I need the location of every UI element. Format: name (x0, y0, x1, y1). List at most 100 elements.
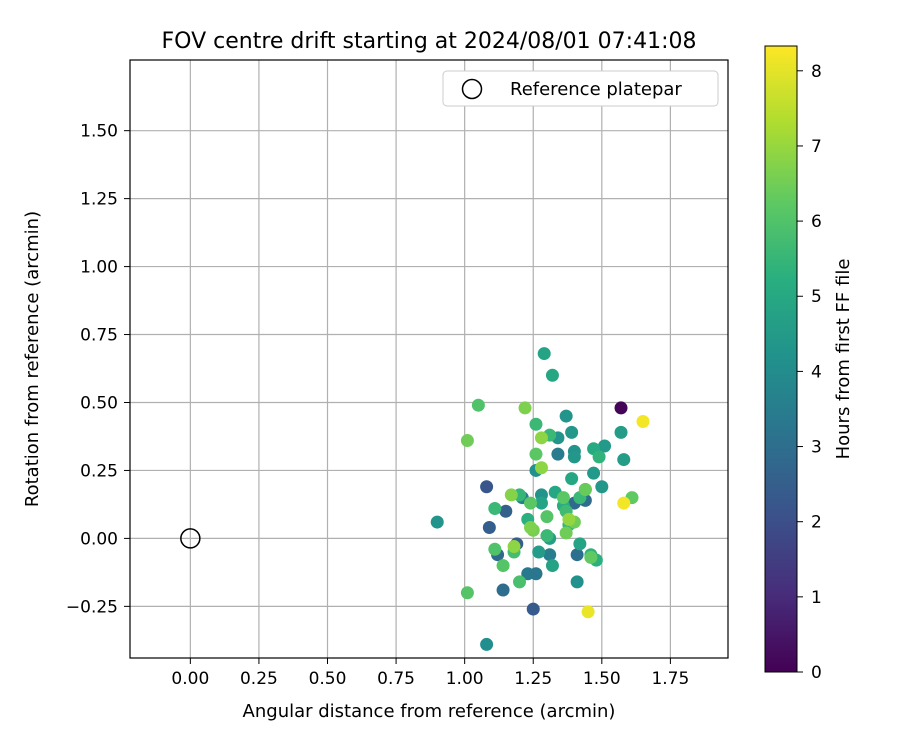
data-point (480, 637, 494, 651)
colorbar-gradient (764, 45, 798, 673)
data-point (614, 425, 628, 439)
data-point (518, 401, 532, 415)
data-point (592, 450, 606, 464)
legend-label: Reference platepar (510, 79, 682, 100)
colorbar-tick-label: 1 (811, 588, 822, 608)
data-point (556, 491, 570, 505)
grid (130, 60, 728, 658)
colorbar-tick-label: 6 (811, 212, 822, 232)
x-tick-label: 0.75 (377, 669, 415, 689)
data-point (480, 480, 494, 494)
data-point (570, 548, 584, 562)
data-point (488, 502, 502, 515)
data-point (559, 526, 573, 540)
data-point (504, 488, 518, 502)
x-axis-ticks: 0.00 0.25 0.50 0.75 1.00 1.25 1.50 1.75 (171, 658, 689, 689)
data-point (482, 521, 496, 535)
data-point (581, 605, 595, 619)
colorbar-ticks: 0 1 2 3 4 5 6 7 8 (797, 62, 822, 683)
data-point (573, 537, 587, 551)
colorbar-tick-label: 7 (811, 137, 822, 157)
reference-marker-group (180, 528, 201, 549)
data-point (567, 450, 581, 464)
y-tick-label: 0.25 (80, 461, 118, 481)
data-point (540, 510, 554, 524)
chart-title: FOV centre drift starting at 2024/08/01 … (162, 29, 697, 54)
y-axis-ticks: −0.25 0.00 0.25 0.50 0.75 1.00 1.25 1.50 (66, 122, 130, 617)
data-point (614, 401, 628, 415)
data-point (529, 447, 543, 461)
colorbar-tick-label: 3 (811, 438, 822, 458)
data-point (496, 559, 510, 573)
x-tick-label: 0.50 (309, 669, 347, 689)
x-tick-label: 1.75 (651, 669, 689, 689)
data-point (430, 515, 444, 529)
data-point (460, 586, 474, 600)
data-point (507, 540, 521, 554)
data-point (532, 545, 546, 559)
x-tick-label: 1.00 (446, 669, 484, 689)
data-point (565, 472, 579, 486)
data-point (595, 480, 609, 494)
colorbar-tick-label: 2 (811, 513, 822, 533)
data-point (523, 496, 537, 510)
y-tick-label: 0.00 (80, 529, 118, 549)
colorbar-tick-label: 4 (811, 362, 822, 382)
data-point (529, 567, 543, 581)
data-point (587, 466, 601, 480)
x-tick-label: 1.50 (583, 669, 621, 689)
legend-marker-icon (461, 78, 483, 100)
data-point (460, 434, 474, 448)
data-point (496, 583, 510, 597)
x-tick-label: 0.00 (171, 669, 209, 689)
data-point (545, 559, 559, 573)
colorbar-label: Hours from first FF file (833, 259, 854, 460)
data-point (551, 447, 565, 461)
data-point (545, 368, 559, 382)
data-points (430, 347, 650, 651)
data-point (529, 417, 543, 431)
data-point (499, 504, 513, 518)
data-point (584, 550, 598, 564)
y-tick-label: 1.50 (80, 122, 118, 142)
data-point (617, 453, 631, 467)
data-point (471, 398, 485, 412)
data-point (534, 496, 548, 510)
x-tick-label: 1.25 (514, 669, 552, 689)
colorbar: 0 1 2 3 4 5 6 7 8 Hours from first FF file (764, 45, 854, 683)
data-point (636, 415, 650, 429)
data-point (543, 548, 557, 562)
data-point (598, 439, 612, 453)
data-point (523, 521, 537, 535)
data-point (540, 529, 554, 543)
data-point (534, 461, 548, 475)
colorbar-tick-label: 5 (811, 287, 822, 307)
data-point (617, 496, 631, 510)
data-point (565, 425, 579, 439)
plot-frame (129, 59, 729, 659)
y-tick-label: 0.50 (80, 393, 118, 413)
y-axis-label: Rotation from reference (arcmin) (22, 211, 43, 507)
colorbar-tick-label: 8 (811, 62, 822, 82)
data-point (559, 409, 573, 423)
data-point (578, 482, 592, 496)
y-tick-label: 0.75 (80, 326, 118, 346)
reference-platepar-marker (180, 528, 201, 549)
data-point (526, 602, 540, 616)
data-point (570, 575, 584, 589)
y-tick-label: 1.00 (80, 258, 118, 278)
x-axis-label: Angular distance from reference (arcmin) (243, 701, 616, 722)
data-point (513, 575, 527, 589)
x-tick-label: 0.25 (240, 669, 278, 689)
y-tick-label: −0.25 (66, 597, 118, 617)
colorbar-tick-label: 0 (811, 663, 822, 683)
y-tick-label: 1.25 (80, 190, 118, 210)
data-point (562, 512, 576, 526)
data-point (488, 542, 502, 556)
legend-box (442, 70, 719, 107)
plot-area (130, 60, 728, 658)
data-point (537, 347, 551, 361)
legend: Reference platepar (442, 70, 719, 107)
data-point (534, 431, 548, 445)
